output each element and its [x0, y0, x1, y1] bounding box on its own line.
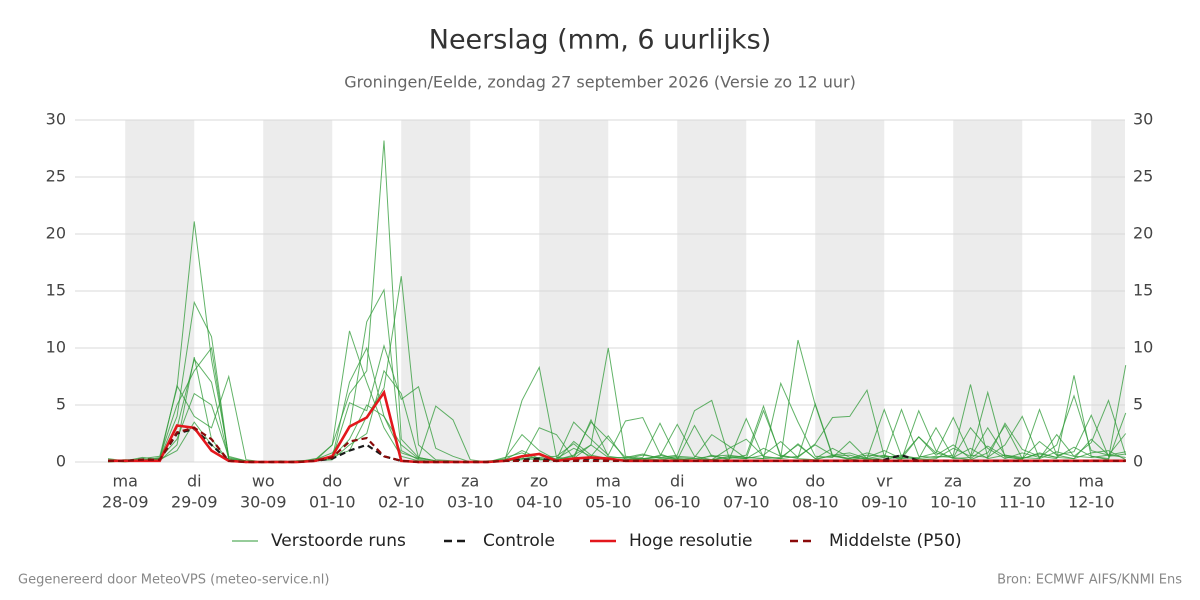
- x-tick-date: 03-10: [447, 493, 494, 512]
- x-tick-date: 09-10: [861, 493, 908, 512]
- x-tick-date: 29-09: [171, 493, 218, 512]
- footer-source: Bron: ECMWF AIFS/KNMI Ens: [997, 573, 1182, 588]
- legend-label: Controle: [483, 531, 555, 551]
- x-tick-day: za: [461, 472, 479, 491]
- series-line: [108, 426, 1126, 464]
- x-tick-date: 07-10: [723, 493, 770, 512]
- x-tick-day: ma: [1079, 472, 1104, 491]
- y-tick-label: 25: [46, 167, 66, 186]
- x-tick-day: wo: [735, 472, 758, 491]
- y2-tick-label: 10: [1133, 338, 1153, 357]
- x-tick-date: 30-09: [240, 493, 287, 512]
- y-tick-label: 15: [46, 281, 66, 300]
- footer-credit: Gegenereerd door MeteoVPS (meteo-service…: [18, 573, 329, 588]
- legend-label: Hoge resolutie: [629, 531, 753, 551]
- x-tick-date: 01-10: [309, 493, 356, 512]
- x-tick-date: 04-10: [516, 493, 563, 512]
- y2-tick-label: 5: [1133, 395, 1143, 414]
- x-tick-day: zo: [1013, 472, 1031, 491]
- y2-tick-label: 30: [1133, 110, 1153, 129]
- y-tick-label: 10: [46, 338, 66, 357]
- x-tick-day: wo: [252, 472, 275, 491]
- legend-label: Verstoorde runs: [271, 531, 406, 551]
- plot: [107, 140, 1127, 464]
- x-tick-day: ma: [596, 472, 621, 491]
- y-tick-label: 0: [56, 452, 66, 471]
- y-tick-label: 5: [56, 395, 66, 414]
- x-tick-date: 06-10: [654, 493, 701, 512]
- y-tick-label: 20: [46, 224, 66, 243]
- y-tick-label: 30: [46, 110, 66, 129]
- x-tick-date: 28-09: [102, 493, 149, 512]
- x-tick-date: 12-10: [1068, 493, 1115, 512]
- x-tick-day: vr: [393, 472, 409, 491]
- x-tick-day: za: [944, 472, 962, 491]
- chart-subtitle: Groningen/Eelde, zondag 27 september 202…: [344, 73, 856, 92]
- x-tick-day: do: [805, 472, 825, 491]
- x-tick-day: do: [322, 472, 342, 491]
- chart-title: Neerslag (mm, 6 uurlijks): [429, 25, 771, 56]
- x-tick-date: 10-10: [930, 493, 977, 512]
- x-tick-day: vr: [876, 472, 892, 491]
- x-tick-date: 08-10: [792, 493, 839, 512]
- y2-tick-label: 0: [1133, 452, 1143, 471]
- x-tick-date: 02-10: [378, 493, 425, 512]
- y2-tick-label: 20: [1133, 224, 1153, 243]
- x-tick-day: ma: [113, 472, 138, 491]
- y2-tick-label: 15: [1133, 281, 1153, 300]
- legend-label: Middelste (P50): [829, 531, 962, 551]
- x-tick-day: zo: [530, 472, 548, 491]
- x-tick-day: di: [670, 472, 685, 491]
- x-tick-date: 11-10: [999, 493, 1046, 512]
- x-tick-date: 05-10: [585, 493, 632, 512]
- x-tick-day: di: [187, 472, 202, 491]
- y2-tick-label: 25: [1133, 167, 1153, 186]
